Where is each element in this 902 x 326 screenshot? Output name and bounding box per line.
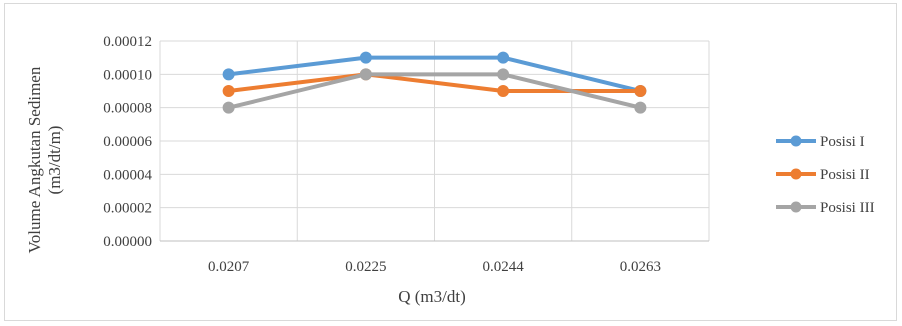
data-point — [359, 68, 372, 81]
legend-marker — [790, 135, 802, 147]
data-point — [634, 101, 647, 114]
data-point — [222, 68, 235, 81]
axis-layer: 0.00000 0.00002 0.00004 0.00006 0.00008 0.000… — [103, 34, 709, 275]
data-point — [359, 51, 372, 64]
series-line — [228, 72, 641, 110]
x-tick-label: 0.0263 — [620, 259, 661, 275]
y-tick-label: 0.00010 — [103, 67, 152, 83]
legend-item: Posisi II — [776, 167, 870, 183]
legend-item: Posisi III — [776, 200, 875, 216]
y-axis-unit: (m3/dt/m) — [45, 126, 64, 195]
data-point — [497, 85, 510, 97]
y-tick-label: 0.00002 — [103, 201, 152, 217]
data-point — [497, 51, 510, 64]
y-tick-label: 0.00012 — [103, 34, 152, 50]
y-tick-label: 0.00000 — [103, 234, 152, 250]
x-tick-label: 0.0244 — [483, 259, 525, 275]
legend-label: Posisi I — [820, 134, 865, 150]
legend-marker — [790, 168, 802, 180]
data-point — [634, 85, 647, 97]
series-line — [228, 55, 641, 93]
x-tick-label: 0.0207 — [208, 259, 250, 275]
y-tick-label: 0.00008 — [103, 101, 152, 117]
x-axis-title: Q (m3/dt) — [398, 287, 466, 306]
legend-marker — [790, 201, 802, 213]
y-tick-label: 0.00006 — [103, 134, 152, 150]
series-layer — [222, 51, 647, 114]
data-point — [497, 68, 510, 81]
y-axis-title: Volume Angkutan Sedimen — [25, 66, 44, 253]
series-3 — [222, 68, 647, 114]
x-tick-label: 0.0225 — [345, 259, 386, 275]
legend-item: Posisi I — [776, 134, 865, 150]
y-tick-label: 0.00004 — [103, 167, 152, 183]
data-point — [222, 101, 235, 114]
data-point — [222, 85, 235, 97]
legend-label: Posisi II — [820, 167, 870, 183]
legend: Posisi I Posisi II Posisi III — [776, 134, 875, 216]
legend-label: Posisi III — [820, 200, 875, 216]
